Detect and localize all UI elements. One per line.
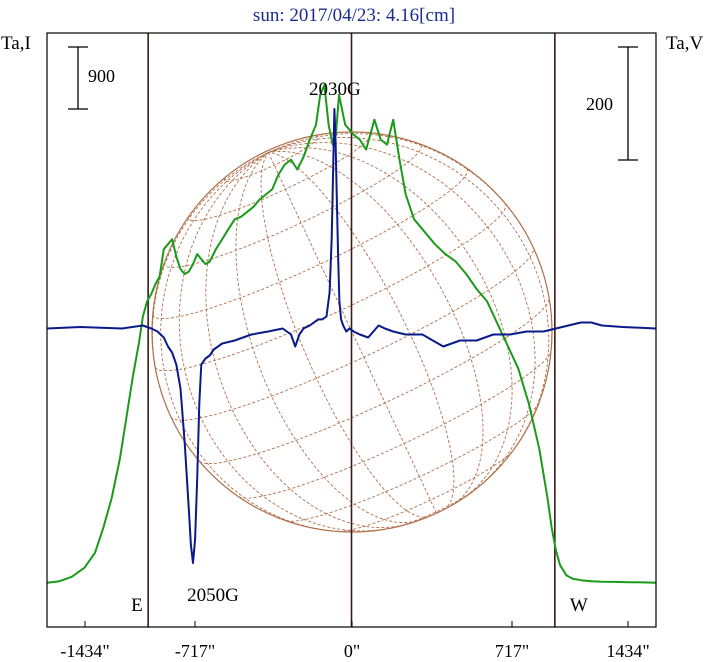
right-axis-label: Ta,V [666,33,703,54]
disk-parallel [395,490,475,528]
left-axis-label: Ta,I [1,33,31,54]
x-tick-label: -717" [175,641,215,661]
annotation-2050g: 2050G [187,585,239,606]
series-line-i [46,83,657,584]
disk-parallel [163,143,422,268]
disk-meridian [268,137,550,451]
annotation-2030g: 2030G [309,79,361,100]
disk-meridian [268,152,455,511]
series-line-v [46,108,657,564]
limb-label-w: W [570,595,588,616]
disk-meridian [151,152,269,417]
x-tick-label: 0" [344,641,360,661]
x-tick-label: 717" [495,641,529,661]
disk-parallel [152,167,468,320]
disk-meridian [178,152,385,532]
disk-parallel [170,247,535,421]
disk-parallel [199,298,550,465]
right-scale-bar-label: 200 [586,94,613,114]
x-axis-ticks: -1434" -717" 0" 717" 1434" [60,621,650,661]
disk-meridian [268,142,536,485]
x-tick-label: -1434" [60,641,109,661]
disk-parallel [154,203,507,372]
disk-meridian [268,147,513,500]
annotations: 2030G 2050G [187,79,361,606]
disk-meridian [260,152,430,518]
scale-bars: 900 200 [68,46,638,161]
x-tick-label: 1434" [606,641,649,661]
disk-meridian [160,152,339,532]
disk-parallel [223,135,319,182]
disk-meridian [235,152,418,523]
disk-parallel [188,132,371,222]
limb-label-e: E [131,595,143,616]
disk-meridian [205,152,410,528]
series-group [46,83,657,584]
left-scale-bar-label: 900 [88,66,115,86]
disk-meridian [268,150,484,504]
disk-parallel [338,449,514,532]
disk-parallel [285,402,540,522]
chart-title: sun: 2017/04/23: 4.16[cm] [253,5,455,26]
disk-parallel [238,351,552,499]
disk-meridian [267,152,437,514]
